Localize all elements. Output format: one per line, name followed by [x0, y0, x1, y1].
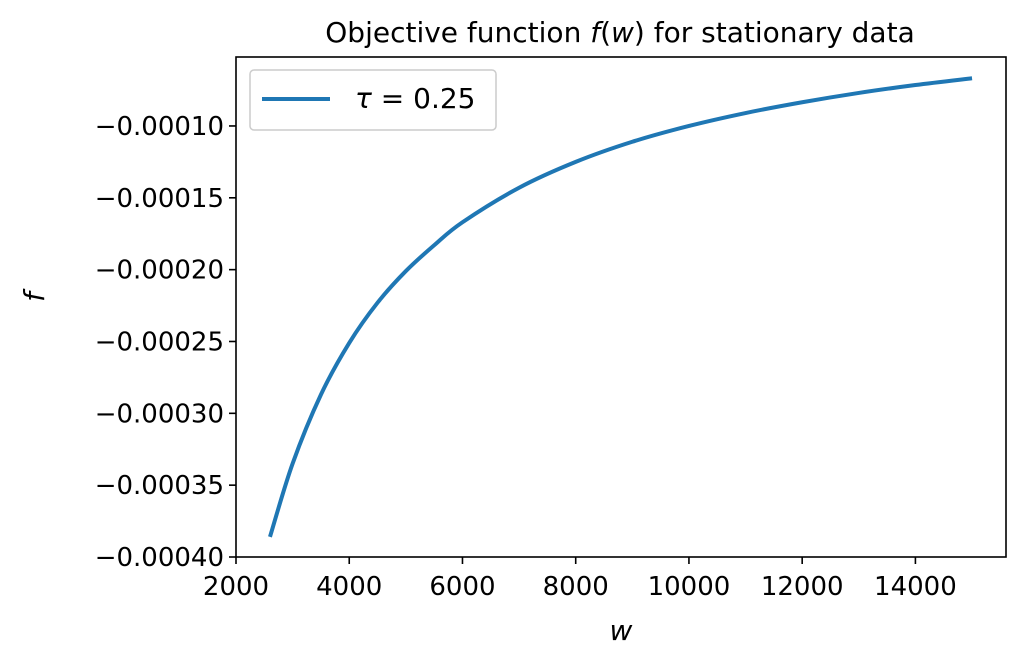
- legend-box: [249, 69, 497, 131]
- y-tick-label: −0.00040: [95, 543, 224, 573]
- y-tick-label: −0.00015: [95, 184, 224, 214]
- x-tick-label: 2000: [203, 572, 269, 602]
- series-layer: [268, 76, 973, 538]
- legend: τ = 0.25: [249, 69, 497, 131]
- x-tick-label: 14000: [874, 572, 957, 602]
- y-tick-label: −0.00020: [95, 256, 224, 286]
- chart-title: Objective function f(w) for stationary d…: [325, 16, 914, 49]
- x-tick-label: 4000: [316, 572, 382, 602]
- y-tick-label: −0.00025: [95, 327, 224, 357]
- x-axis-ticks: 2000 4000 6000 8000 10000 12000 14000: [203, 557, 957, 602]
- x-tick-label: 6000: [429, 572, 495, 602]
- y-tick-label: −0.00010: [95, 112, 224, 142]
- x-tick-label: 8000: [543, 572, 609, 602]
- plot-frame: [235, 56, 1007, 558]
- y-axis-ticks: −0.00010 −0.00015 −0.00020 −0.00025 −0.00030…: [95, 112, 236, 573]
- x-tick-label: 10000: [648, 572, 731, 602]
- x-tick-label: 12000: [761, 572, 844, 602]
- y-tick-label: −0.00035: [95, 471, 224, 501]
- series-line: [268, 76, 973, 538]
- y-tick-label: −0.00030: [95, 399, 224, 429]
- legend-label: τ = 0.25: [355, 82, 475, 115]
- x-axis-label: w: [610, 614, 633, 647]
